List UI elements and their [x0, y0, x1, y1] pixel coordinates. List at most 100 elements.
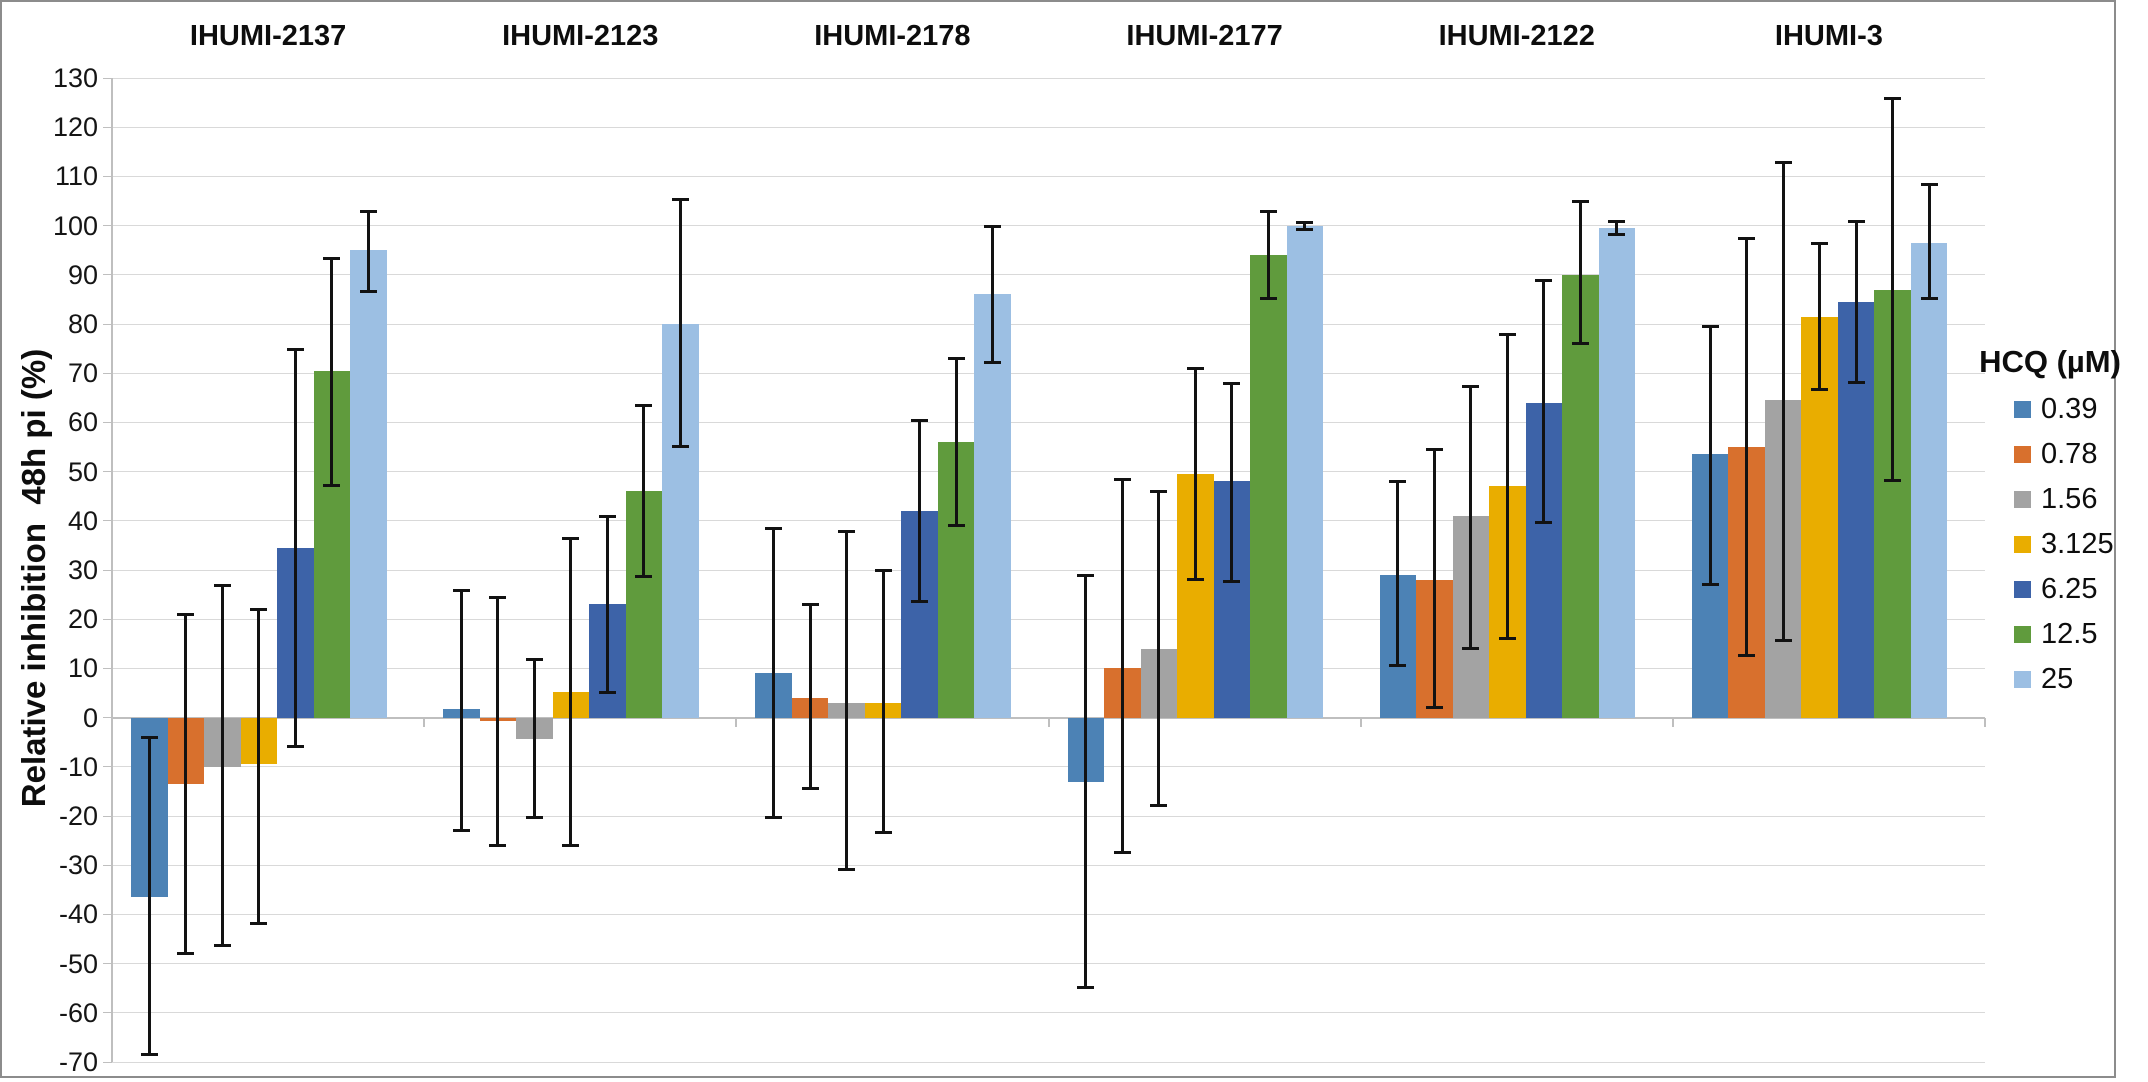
error-bar-cap-top [1498, 332, 1516, 336]
y-axis-tick [103, 372, 112, 374]
error-bar-cap-top [359, 209, 377, 213]
category-title: IHUMI-2123 [502, 20, 659, 52]
gridline [112, 175, 1985, 177]
error-bar-6.25-IHUMI-2122 [1542, 279, 1546, 524]
error-bar-25-IHUMI-2122 [1615, 220, 1619, 236]
y-axis-tick [103, 864, 112, 866]
legend-label: 6.25 [2041, 573, 2098, 605]
y-tick-label: 60 [67, 407, 98, 438]
gridline [112, 126, 1985, 128]
category-title: IHUMI-2122 [1438, 20, 1595, 52]
error-bar-cap-top [489, 596, 507, 600]
error-bar-cap-top [1150, 490, 1168, 494]
error-bar-cap-bottom [1113, 850, 1131, 854]
error-bar-cap-top [1259, 209, 1277, 213]
error-bar-cap-top [1113, 477, 1131, 481]
error-bar-cap-bottom [1259, 297, 1277, 301]
error-bar-cap-bottom [765, 816, 783, 820]
error-bar-12.5-IHUMI-2137 [330, 257, 334, 487]
error-bar-cap-bottom [1847, 381, 1865, 385]
legend-swatch-icon [2014, 446, 2031, 463]
bar-12.5-IHUMI-2122 [1562, 274, 1599, 718]
legend-swatch-icon [2014, 401, 2031, 418]
error-bar-cap-top [213, 583, 231, 587]
error-bar-6.25-IHUMI-2178 [918, 419, 922, 602]
error-bar-25-IHUMI-2177 [1303, 222, 1307, 230]
x-axis-tick [1984, 717, 1986, 727]
error-bar-cap-bottom [323, 484, 341, 488]
error-bar-cap-top [1425, 448, 1443, 452]
y-axis-tick [103, 274, 112, 276]
error-bar-cap-bottom [1389, 663, 1407, 667]
error-bar-cap-top [452, 588, 470, 592]
y-tick-label: 10 [67, 653, 98, 684]
error-bar-cap-top [635, 404, 653, 408]
gridline [112, 372, 1985, 374]
legend-title: HCQ (µM) [1979, 344, 2121, 379]
error-bar-3.125-IHUMI-2123 [569, 538, 573, 846]
y-axis-tick [103, 77, 112, 79]
y-axis-tick [103, 618, 112, 620]
error-bar-cap-bottom [947, 523, 965, 527]
legend-item-25: 25 [2014, 663, 2138, 695]
y-tick-label: 70 [67, 358, 98, 389]
category-title: IHUMI-2178 [814, 20, 971, 52]
y-axis-tick [103, 471, 112, 473]
error-bar-12.5-IHUMI-2177 [1266, 210, 1270, 300]
y-tick-label: 40 [67, 505, 98, 536]
error-bar-cap-top [598, 514, 616, 518]
error-bar-cap-bottom [1920, 297, 1938, 301]
error-bar-cap-top [1811, 241, 1829, 245]
error-bar-cap-bottom [911, 599, 929, 603]
error-bar-cap-bottom [1223, 580, 1241, 584]
legend-label: 25 [2041, 663, 2074, 695]
y-axis-tick [103, 963, 112, 965]
gridline [112, 323, 1985, 325]
gridline [112, 274, 1985, 276]
x-axis-tick [1671, 717, 1674, 727]
error-bar-cap-top [911, 418, 929, 422]
y-axis-tick [103, 175, 112, 177]
legend-swatch-icon [2014, 671, 2031, 688]
category-title: IHUMI-3 [1774, 20, 1883, 52]
error-bar-cap-top [1077, 573, 1095, 577]
error-bar-cap-bottom [874, 831, 892, 835]
error-bar-cap-top [286, 347, 304, 351]
error-bar-12.5-IHUMI-3 [1891, 97, 1895, 482]
error-bar-25-IHUMI-3 [1927, 183, 1931, 300]
error-bar-25-IHUMI-2123 [678, 198, 682, 447]
y-tick-label: 50 [67, 456, 98, 487]
category-title: IHUMI-2137 [189, 20, 347, 52]
y-axis-tick [103, 520, 112, 522]
y-tick-label: 30 [67, 555, 98, 585]
error-bar-0.39-IHUMI-2178 [772, 528, 776, 819]
error-bar-0.78-IHUMI-2123 [496, 597, 500, 846]
error-bar-cap-top [562, 537, 580, 541]
error-bar-cap-top [765, 527, 783, 531]
y-tick-label: -40 [58, 899, 98, 930]
error-bar-cap-top [1462, 384, 1480, 388]
error-bar-cap-top [947, 357, 965, 361]
y-tick-label: 20 [67, 604, 98, 635]
y-axis-tick [103, 569, 112, 571]
error-bar-cap-top [671, 197, 689, 201]
x-axis-tick [423, 717, 426, 727]
error-bar-6.25-IHUMI-2177 [1230, 383, 1234, 583]
legend-swatch-icon [2014, 626, 2031, 643]
y-axis-line [111, 78, 113, 1062]
gridline [112, 77, 1985, 79]
y-axis-tick [103, 815, 112, 817]
error-bar-cap-top [323, 256, 341, 260]
error-bar-cap-bottom [1535, 521, 1553, 525]
bar-12.5-IHUMI-2177 [1250, 255, 1287, 718]
error-bar-cap-top [177, 613, 195, 617]
y-axis-tick [103, 913, 112, 915]
y-tick-label: 80 [67, 309, 98, 339]
error-bar-1.56-IHUMI-2177 [1157, 491, 1161, 807]
gridline [112, 421, 1985, 423]
y-tick-label: -30 [58, 850, 98, 881]
error-bar-cap-top [1774, 160, 1792, 164]
error-bar-1.56-IHUMI-2137 [220, 584, 224, 947]
y-axis-tick [103, 717, 112, 719]
